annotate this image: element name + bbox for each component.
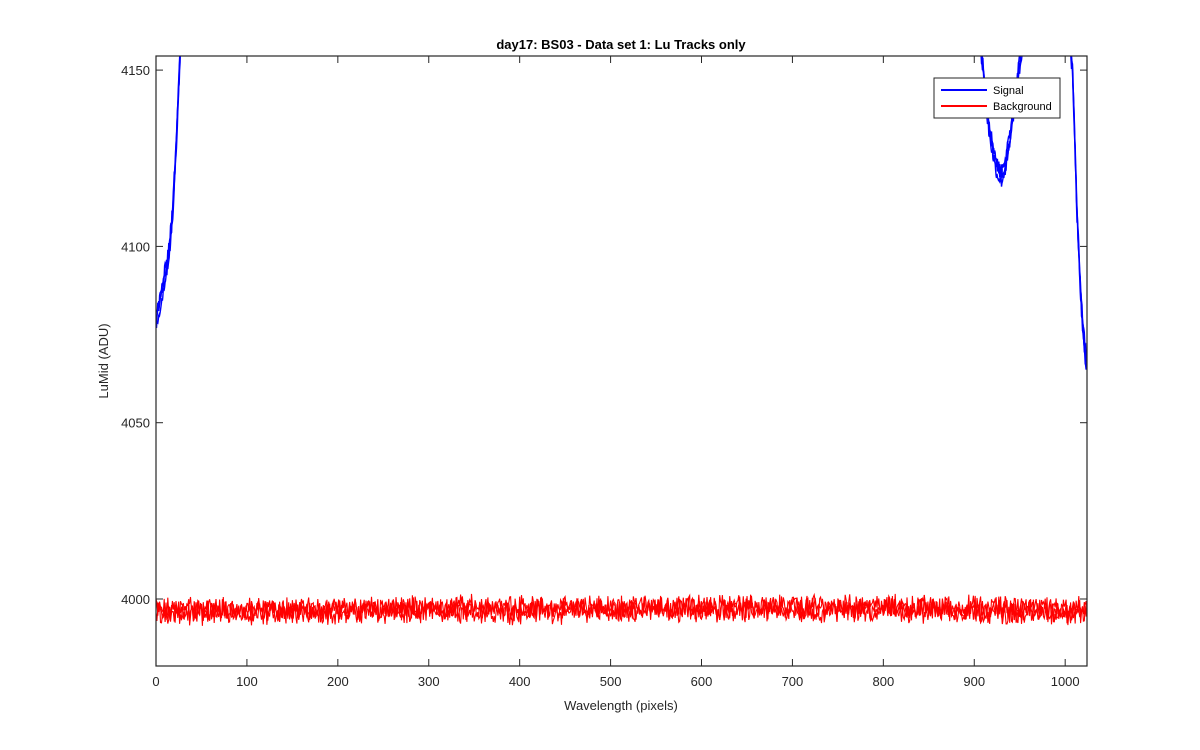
legend-label-signal: Signal	[993, 85, 1024, 97]
legend: Signal Background	[933, 77, 1061, 119]
y-tick-label: 4000	[121, 592, 150, 607]
x-tick-label: 100	[236, 674, 258, 689]
x-tick-label: 900	[963, 674, 985, 689]
x-tick-label: 500	[600, 674, 622, 689]
x-tick-label: 1000	[1051, 674, 1080, 689]
y-tick-label: 4150	[121, 63, 150, 78]
series-signal-line	[980, 56, 1087, 370]
x-tick-label: 700	[782, 674, 804, 689]
legend-box	[933, 77, 1061, 119]
plot-area	[156, 56, 1087, 666]
series-signal-line	[156, 56, 181, 329]
y-tick-label: 4050	[121, 416, 150, 431]
x-tick-label: 600	[691, 674, 713, 689]
x-tick-label: 0	[152, 674, 159, 689]
x-tick-label: 300	[418, 674, 440, 689]
y-tick-label: 4100	[121, 239, 150, 254]
ticks-layer: 0 100 200 300 400 500 600 700 800 900 1000 4000 4050…	[121, 56, 1087, 689]
series-signal-line	[981, 56, 1087, 365]
series-layer	[156, 56, 1087, 626]
x-axis-label: Wavelength (pixels)	[564, 698, 678, 713]
x-tick-label: 800	[872, 674, 894, 689]
y-axis-label: LuMid (ADU)	[96, 323, 111, 398]
x-tick-label: 200	[327, 674, 349, 689]
series-background-line	[156, 593, 1087, 626]
chart-title: day17: BS03 - Data set 1: Lu Tracks only	[496, 37, 746, 52]
series-signal-line	[156, 56, 181, 314]
axes-box	[155, 55, 1088, 667]
legend-label-background: Background	[993, 101, 1052, 113]
x-tick-label: 400	[509, 674, 531, 689]
